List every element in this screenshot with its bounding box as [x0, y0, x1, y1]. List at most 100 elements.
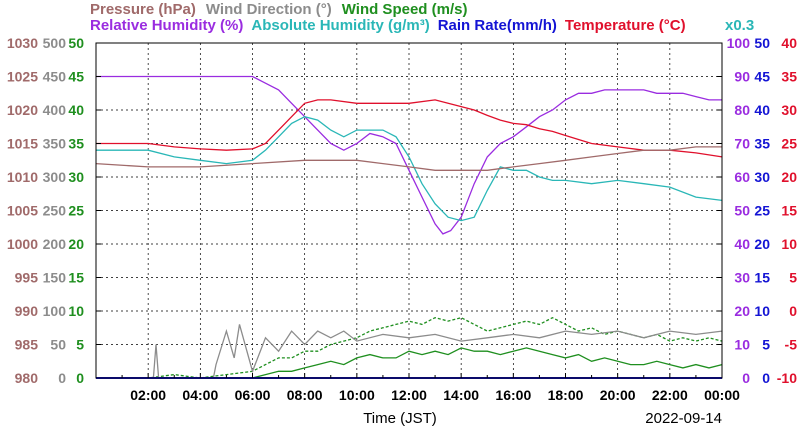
- pressure-tick-label: 1015: [7, 136, 38, 152]
- temperature-tick-label: 5: [789, 270, 797, 286]
- x-tick-label: 10:00: [339, 387, 375, 403]
- series-line: [95, 146, 722, 171]
- pressure-tick-label: 995: [15, 270, 39, 286]
- x-tick-label: 00:00: [704, 387, 740, 403]
- temperature-tick-label: 25: [781, 136, 797, 152]
- rain_rate-tick-label: 50: [754, 35, 770, 51]
- temperature-tick-label: 0: [789, 303, 797, 319]
- series-line: [96, 75, 722, 235]
- temperature-tick-label: 15: [781, 203, 797, 219]
- wind_direction-tick-label: 150: [43, 270, 67, 286]
- rain_rate-tick-label: 30: [754, 169, 770, 185]
- pressure-tick-label: 990: [15, 303, 39, 319]
- wind_speed-tick-label: 35: [68, 136, 84, 152]
- pressure-tick-label: 1030: [7, 35, 38, 51]
- temperature-tick-label: -10: [777, 370, 797, 386]
- relative_humidity-tick-label: 70: [734, 136, 750, 152]
- pressure-tick-label: 1005: [7, 203, 38, 219]
- legend-label: Wind Speed (m/s): [342, 1, 468, 18]
- series-line: [96, 316, 723, 379]
- temperature-tick-label: 40: [781, 35, 797, 51]
- grid: [96, 43, 722, 378]
- x-tick-label: 22:00: [652, 387, 688, 403]
- header-row-2: Relative Humidity (%) Absolute Humidity (…: [90, 17, 686, 34]
- multiplier-label: x0.3: [725, 17, 754, 34]
- legend-label: Temperature (°C): [565, 17, 686, 34]
- rain_rate-tick-label: 40: [754, 102, 770, 118]
- temperature-tick-label: 20: [781, 169, 797, 185]
- relative_humidity-tick-label: 10: [734, 337, 750, 353]
- x-tick-label: 12:00: [391, 387, 427, 403]
- x-axis-title: Time (JST): [363, 410, 437, 427]
- rain_rate-tick-label: 25: [754, 203, 770, 219]
- pressure-tick-label: 985: [15, 337, 39, 353]
- pressure-tick-label: 980: [15, 370, 39, 386]
- rain_rate-tick-label: 10: [754, 303, 770, 319]
- x-axis: 02:00 04:00 06:00 08:00 10:00 12:00 14:00 16:00…: [121, 373, 740, 403]
- temperature-tick-label: 10: [781, 236, 797, 252]
- series-layer: [95, 75, 723, 379]
- wind_speed-tick-label: 25: [68, 203, 84, 219]
- temperature-tick-label: 35: [781, 69, 797, 85]
- relative_humidity-tick-label: 40: [734, 236, 750, 252]
- wind_direction-tick-label: 300: [43, 169, 67, 185]
- wind_speed-tick-label: 10: [68, 303, 84, 319]
- pressure-tick-label: 1000: [7, 236, 38, 252]
- wind_direction-tick-label: 500: [43, 35, 67, 51]
- chart-date: 2022-09-14: [645, 410, 722, 427]
- relative_humidity-tick-label: 60: [734, 169, 750, 185]
- wind_direction-tick-label: 450: [43, 69, 67, 85]
- series-line: [96, 347, 723, 379]
- wind_speed-tick-label: 15: [68, 270, 84, 286]
- x-tick-label: 04:00: [182, 387, 218, 403]
- relative_humidity-tick-label: 100: [727, 35, 751, 51]
- relative_humidity-tick-label: 90: [734, 69, 750, 85]
- relative_humidity-tick-label: 50: [734, 203, 750, 219]
- wind_direction-tick-label: 250: [43, 203, 67, 219]
- rain_rate-tick-label: 45: [754, 69, 770, 85]
- wind_direction-tick-label: 100: [43, 303, 67, 319]
- wind_direction-tick-label: 400: [43, 102, 67, 118]
- pressure-tick-label: 1010: [7, 169, 38, 185]
- relative_humidity-tick-label: 80: [734, 102, 750, 118]
- wind_speed-tick-label: 30: [68, 169, 84, 185]
- rain_rate-tick-label: 5: [762, 337, 770, 353]
- relative_humidity-tick-label: 30: [734, 270, 750, 286]
- x-tick-label: 20:00: [600, 387, 636, 403]
- wind_speed-tick-label: 0: [76, 370, 84, 386]
- legend-label: Wind Direction (°): [206, 1, 332, 18]
- wind_speed-tick-label: 40: [68, 102, 84, 118]
- rain_rate-tick-label: 0: [762, 370, 770, 386]
- relative_humidity-tick-label: 20: [734, 303, 750, 319]
- x-tick-label: 14:00: [443, 387, 479, 403]
- wind_direction-tick-label: 200: [43, 236, 67, 252]
- right-axes: 0102030405060708090100051015202530354045…: [717, 35, 797, 386]
- legend-label: Relative Humidity (%): [90, 17, 243, 34]
- wind_speed-tick-label: 20: [68, 236, 84, 252]
- pressure-tick-label: 1025: [7, 69, 38, 85]
- x-tick-label: 06:00: [235, 387, 271, 403]
- left-axes: 9809859909951000100510101015102010251030…: [7, 35, 101, 386]
- relative_humidity-tick-label: 0: [742, 370, 750, 386]
- header-row-1: Pressure (hPa) Wind Direction (°) Wind Spe…: [90, 1, 467, 18]
- legend-label: Pressure (hPa): [90, 1, 196, 18]
- temperature-tick-label: 30: [781, 102, 797, 118]
- temperature-tick-label: -5: [785, 337, 798, 353]
- legend-label: Rain Rate(mm/h): [438, 17, 557, 34]
- rain_rate-tick-label: 35: [754, 136, 770, 152]
- series-line: [96, 324, 723, 379]
- rain_rate-tick-label: 20: [754, 236, 770, 252]
- wind_direction-tick-label: 0: [58, 370, 66, 386]
- wind_speed-tick-label: 50: [68, 35, 84, 51]
- x-tick-label: 16:00: [495, 387, 531, 403]
- wind_direction-tick-label: 350: [43, 136, 67, 152]
- wind_direction-tick-label: 50: [50, 337, 66, 353]
- pressure-tick-label: 1020: [7, 102, 38, 118]
- x-tick-label: 18:00: [548, 387, 584, 403]
- legend-label: Absolute Humidity (g/m³): [251, 17, 429, 34]
- x-tick-label: 08:00: [287, 387, 323, 403]
- x-tick-label: 02:00: [130, 387, 166, 403]
- series-line: [96, 99, 723, 158]
- wind_speed-tick-label: 45: [68, 69, 84, 85]
